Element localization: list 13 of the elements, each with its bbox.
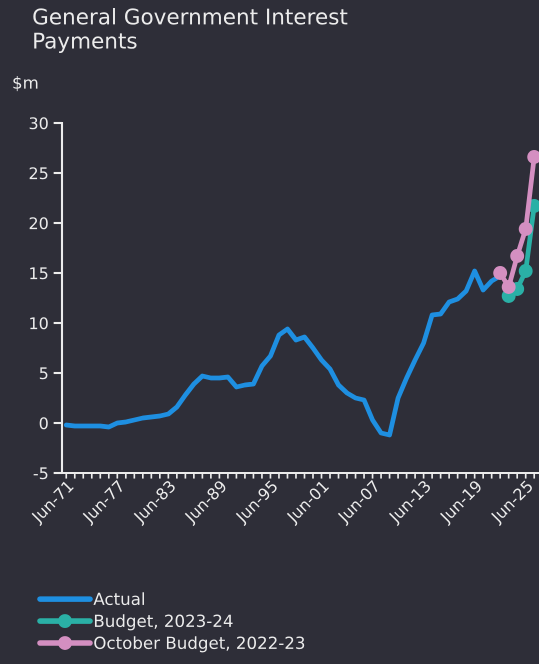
y-tick-label: -5 — [34, 467, 48, 480]
y-tick-label: 20 — [30, 217, 48, 230]
chart-title: General Government Interest Payments — [33, 8, 348, 53]
legend-label: Actual — [93, 592, 144, 606]
y-tick-label: 15 — [30, 267, 48, 280]
y-tick-label: 0 — [40, 417, 48, 430]
legend-label: Budget, 2023-24 — [94, 614, 233, 630]
y-axis-title: $m — [13, 76, 38, 92]
legend-label: October Budget, 2022-23 — [94, 636, 304, 652]
y-tick-label: 30 — [30, 117, 48, 130]
y-tick-label: 5 — [40, 367, 48, 380]
y-tick-label: 10 — [30, 317, 48, 330]
y-tick-label: 25 — [30, 167, 48, 180]
